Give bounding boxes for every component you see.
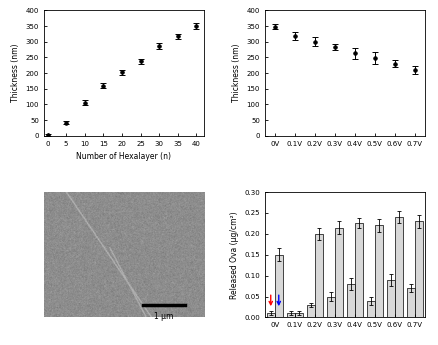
Bar (407, 288, 415, 317)
Bar (395, 217, 403, 317)
Bar (315, 234, 323, 317)
Bar (335, 228, 343, 317)
Bar (295, 313, 303, 317)
Bar (347, 284, 355, 317)
Bar (327, 296, 335, 317)
X-axis label: Number of Hexalayer (n): Number of Hexalayer (n) (76, 152, 171, 161)
Bar (415, 221, 423, 317)
Bar (307, 305, 314, 317)
Bar (387, 280, 395, 317)
Y-axis label: Thickness (nm): Thickness (nm) (11, 44, 20, 102)
Bar (287, 313, 295, 317)
Bar (267, 313, 275, 317)
Bar (375, 226, 383, 317)
Y-axis label: Released Ova (μg/cm²): Released Ova (μg/cm²) (230, 211, 239, 298)
Bar (275, 255, 283, 317)
Y-axis label: Thickness (nm): Thickness (nm) (232, 44, 241, 102)
Bar (367, 301, 374, 317)
Bar (355, 224, 363, 317)
Text: 1 μm: 1 μm (154, 312, 173, 322)
